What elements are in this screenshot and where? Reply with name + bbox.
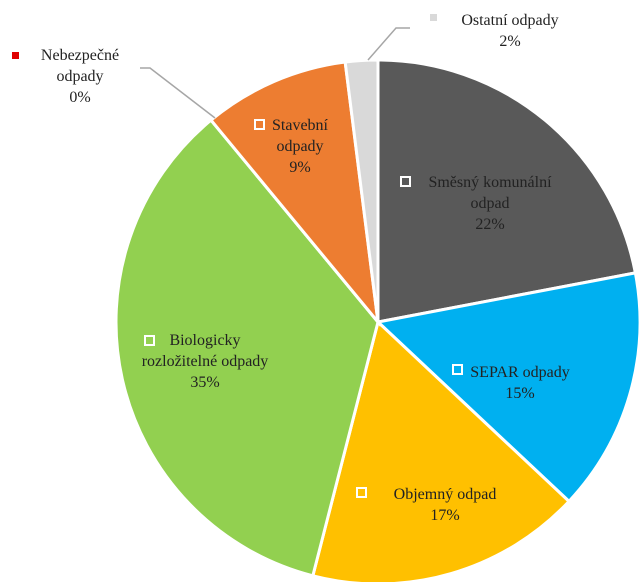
legend-marker bbox=[254, 119, 265, 130]
pie-slice bbox=[376, 58, 638, 324]
category-label: Nebezpečné odpady bbox=[40, 47, 120, 85]
slice-label: Nebezpečné odpady 0% bbox=[20, 45, 140, 108]
pie-slice bbox=[208, 60, 381, 327]
value-label: 35% bbox=[190, 374, 220, 391]
legend-marker bbox=[144, 335, 155, 346]
value-label: 9% bbox=[289, 159, 311, 176]
leader-line bbox=[367, 27, 410, 61]
value-label: 2% bbox=[499, 33, 521, 50]
category-label: Biologicky rozložitelné odpady bbox=[141, 332, 269, 370]
category-label: Směsný komunální odpad bbox=[428, 174, 552, 212]
slice-label: Biologicky rozložitelné odpady 35% bbox=[140, 330, 270, 393]
value-label: 15% bbox=[505, 385, 535, 402]
legend-marker bbox=[400, 176, 411, 187]
leader-line bbox=[140, 67, 216, 119]
pie-slice bbox=[343, 58, 380, 323]
slice-label: Směsný komunální odpad 22% bbox=[415, 172, 565, 235]
category-label: Ostatní odpady bbox=[461, 12, 559, 29]
value-label: 22% bbox=[475, 216, 505, 233]
category-label: SEPAR odpady bbox=[470, 364, 570, 381]
slice-label: Objemný odpad 17% bbox=[350, 484, 540, 526]
value-label: 17% bbox=[430, 507, 460, 524]
slice-label: SEPAR odpady 15% bbox=[440, 362, 600, 404]
pie-slice bbox=[114, 118, 380, 578]
pie-slice bbox=[374, 271, 642, 504]
category-label: Stavební odpady bbox=[272, 117, 328, 155]
legend-marker bbox=[12, 52, 19, 59]
slice-label: Stavební odpady 9% bbox=[250, 115, 350, 178]
slice-label: Ostatní odpady 2% bbox=[420, 10, 600, 52]
legend-marker bbox=[452, 364, 463, 375]
pie-slice bbox=[311, 319, 572, 582]
value-label: 0% bbox=[69, 89, 91, 106]
legend-marker bbox=[356, 487, 367, 498]
legend-marker bbox=[430, 14, 437, 21]
category-label: Objemný odpad bbox=[393, 486, 497, 503]
